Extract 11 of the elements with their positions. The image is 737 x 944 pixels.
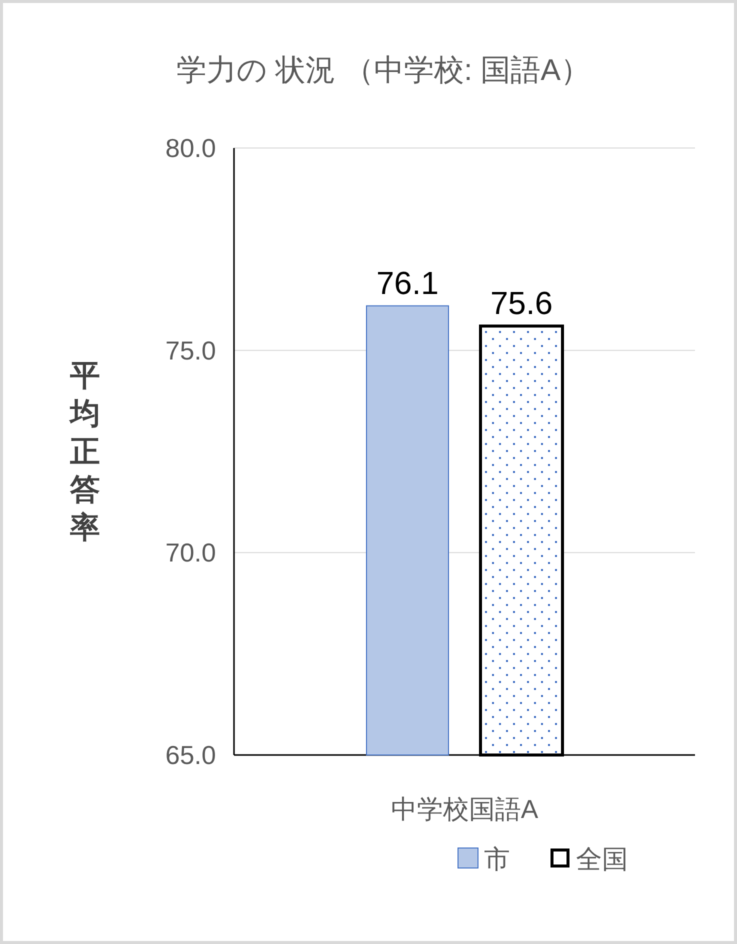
y-axis-title: 平均正答率 xyxy=(68,360,100,544)
data-label: 75.6 xyxy=(490,285,553,322)
x-tick-label: 中学校国語A xyxy=(390,794,539,824)
y-tick-label: 65.0 xyxy=(165,740,216,770)
chart-title: 学力の 状況 （中学校: 国語A） xyxy=(176,54,591,87)
text: 全国 xyxy=(576,844,628,874)
y-tick-label: 80.0 xyxy=(165,133,216,163)
y-tick-label: 75.0 xyxy=(165,335,216,366)
y-tick-label: 70.0 xyxy=(165,538,216,568)
data-label: 76.1 xyxy=(376,264,439,301)
legend-label: 市 xyxy=(484,844,510,874)
